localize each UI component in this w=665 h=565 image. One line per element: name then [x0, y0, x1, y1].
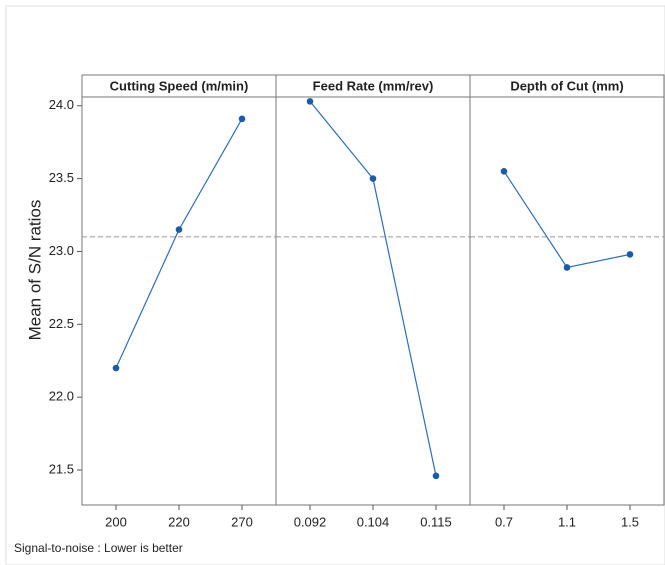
marker [500, 168, 508, 175]
marker [175, 226, 183, 233]
y-tick-label: 22.0 [49, 389, 74, 404]
x-tick-label: 220 [168, 514, 190, 529]
marker [306, 98, 314, 105]
marker [369, 175, 377, 182]
panel [81, 96, 277, 506]
x-tick-label: 0.092 [294, 514, 327, 529]
x-tick-label: 0.115 [420, 514, 452, 529]
y-tick-label: 21.5 [49, 461, 74, 476]
y-tick-label: 22.5 [49, 316, 74, 331]
marker [563, 264, 571, 271]
line [503, 170, 631, 269]
frame [5, 5, 665, 565]
marker [112, 364, 120, 372]
panel-title: Cutting Speed (m/min) [110, 78, 249, 93]
marker [238, 115, 246, 123]
panel-title: Feed Rate (mm/rev) [313, 78, 434, 93]
x-tick-label: 200 [105, 514, 127, 529]
x-tick-label: 1.1 [558, 514, 576, 529]
line [115, 118, 243, 369]
panel [469, 96, 665, 506]
line [309, 100, 437, 476]
y-tick-label: 23.0 [49, 243, 74, 258]
marker [626, 251, 634, 258]
y-axis-label: Mean of S/N ratios [25, 200, 44, 341]
panel-title: Depth of Cut (mm) [510, 78, 623, 93]
footnote: Signal-to-noise : Lower is better [14, 541, 183, 555]
y-tick-label: 23.5 [49, 170, 74, 185]
x-tick-label: 0.7 [495, 514, 513, 529]
panel [275, 96, 471, 506]
x-tick-label: 270 [231, 514, 253, 529]
y-tick-label: 24.0 [49, 97, 74, 112]
marker [432, 472, 440, 480]
x-tick-label: 1.5 [621, 514, 639, 529]
x-tick-label: 0.104 [357, 514, 390, 529]
